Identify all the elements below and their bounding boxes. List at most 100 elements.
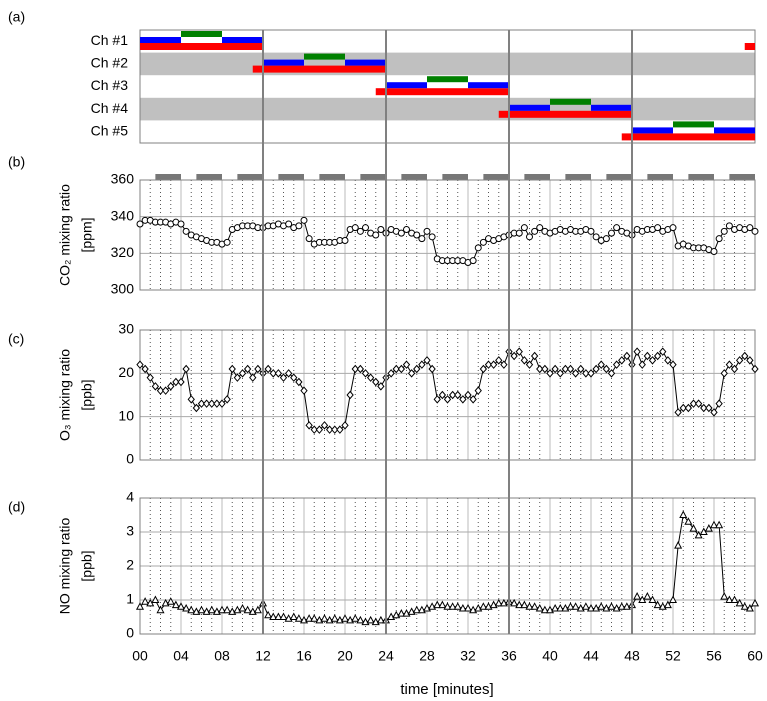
marker [233, 373, 242, 382]
marker [151, 595, 160, 603]
marker [679, 510, 688, 518]
x-tick-label: 00 [132, 648, 148, 664]
valve-phase [632, 133, 755, 141]
marker [366, 615, 375, 624]
marker [561, 364, 570, 374]
marker [663, 600, 672, 609]
marker [295, 377, 303, 387]
x-tick-label: 04 [173, 648, 189, 664]
marker [294, 614, 303, 622]
sampling-window [319, 174, 345, 180]
marker [515, 229, 523, 237]
marker [279, 612, 288, 620]
marker [438, 390, 447, 400]
marker [725, 360, 734, 369]
y-tick-label: 340 [111, 207, 135, 223]
marker [320, 614, 329, 622]
marker [161, 386, 170, 395]
marker [177, 377, 185, 387]
marker [674, 408, 682, 417]
marker [489, 360, 498, 369]
sampling-window [237, 174, 263, 180]
marker [284, 369, 293, 378]
marker [362, 224, 369, 232]
marker [136, 220, 144, 228]
marker [633, 347, 641, 356]
marker [141, 364, 149, 374]
marker [443, 602, 452, 610]
marker [617, 602, 626, 610]
marker [689, 399, 698, 408]
marker [520, 224, 528, 232]
valve-phase [509, 104, 550, 111]
marker [479, 602, 488, 610]
plot-frame [139, 179, 756, 291]
channel-label: Ch #5 [91, 122, 129, 138]
marker [484, 360, 493, 369]
marker [587, 369, 595, 378]
marker [356, 615, 365, 624]
marker [474, 244, 482, 252]
valve-phase [386, 82, 427, 89]
marker [135, 602, 145, 610]
marker [571, 369, 580, 378]
marker [264, 610, 273, 619]
sampling-window [442, 174, 468, 180]
valve-phase [714, 127, 755, 134]
x-tick-label: 08 [214, 648, 230, 664]
marker [243, 364, 252, 374]
marker [330, 614, 339, 622]
marker [648, 595, 657, 603]
marker [249, 373, 257, 382]
x-tick-label: 24 [378, 648, 394, 664]
valve-phase [509, 110, 632, 118]
marker [668, 595, 678, 603]
marker [597, 602, 606, 610]
valve-phase [632, 127, 673, 134]
marker [510, 351, 518, 361]
y-tick-label: 0 [126, 451, 134, 467]
marker [659, 347, 667, 356]
marker [356, 227, 364, 235]
marker [608, 229, 615, 237]
marker [469, 395, 477, 404]
marker [310, 614, 319, 622]
marker [571, 602, 580, 610]
marker [418, 235, 426, 243]
sampling-window [483, 174, 509, 180]
marker [397, 229, 405, 237]
sampling-window [155, 174, 181, 180]
marker [397, 364, 406, 374]
valve-phase [304, 53, 345, 60]
marker [213, 399, 221, 408]
marker [709, 520, 719, 529]
marker [526, 233, 533, 241]
marker [577, 364, 585, 374]
marker [582, 369, 590, 378]
marker [397, 609, 406, 617]
marker [730, 364, 739, 374]
marker [228, 364, 236, 374]
marker [433, 395, 441, 404]
valve-lead-in [621, 133, 632, 141]
marker [746, 356, 754, 365]
marker [515, 600, 524, 609]
marker [448, 390, 457, 400]
y-axis-unit: [ppb] [79, 550, 95, 581]
marker [295, 222, 303, 230]
marker [187, 605, 196, 614]
marker [223, 605, 232, 614]
marker [520, 356, 529, 365]
marker [541, 364, 549, 374]
marker [387, 369, 395, 378]
marker [566, 602, 575, 610]
marker [669, 360, 677, 369]
marker [750, 598, 760, 607]
marker [340, 614, 350, 622]
sampling-window [606, 174, 632, 180]
y-axis-label: NO mixing ratio [57, 518, 73, 615]
valve-lead-in [498, 110, 509, 118]
marker [581, 602, 590, 610]
marker [530, 351, 539, 361]
marker [469, 257, 477, 265]
